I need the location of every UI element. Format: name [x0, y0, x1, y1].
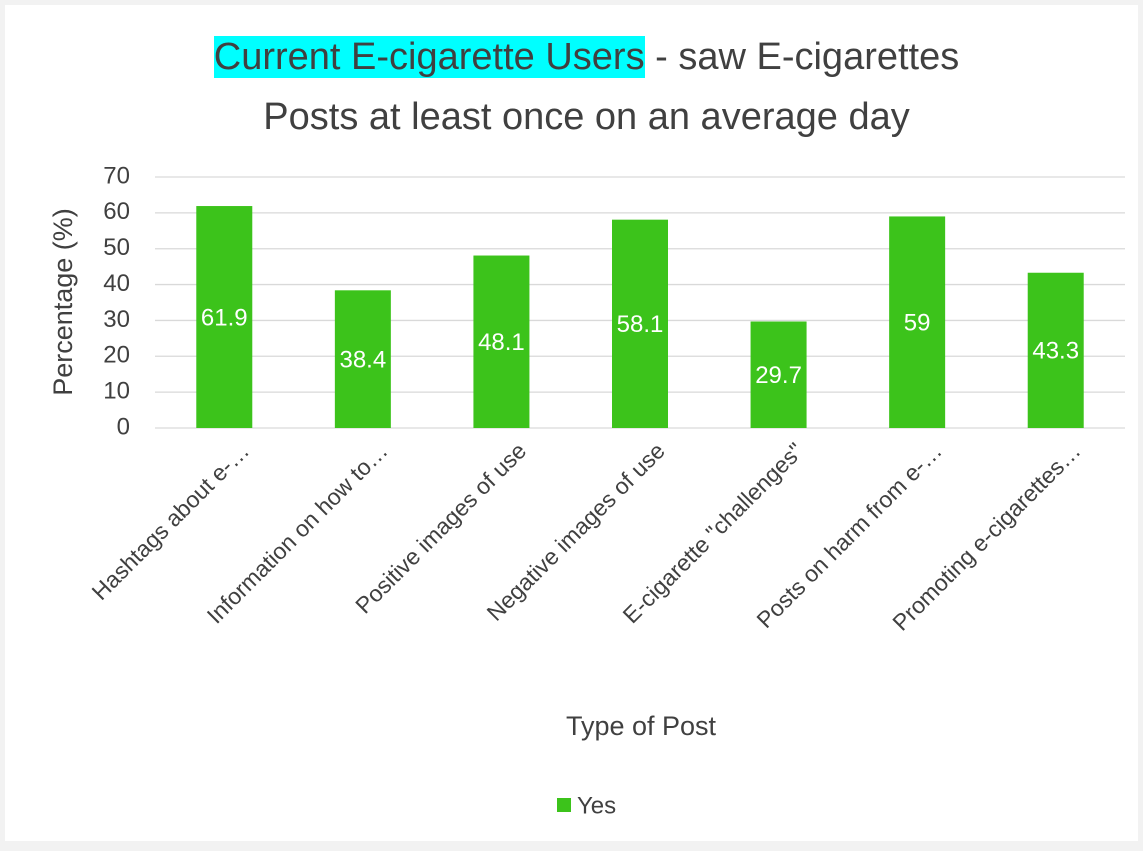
y-tick-label: 70: [103, 162, 130, 189]
y-tick-label: 60: [103, 198, 130, 225]
y-tick-label: 0: [117, 413, 130, 440]
chart-frame: Current E-cigarette Users - saw E-cigare…: [5, 5, 1138, 841]
bar: [612, 219, 668, 428]
title-highlight: Current E-cigarette Users: [213, 36, 645, 78]
data-label: 61.9: [201, 304, 248, 331]
title-part: - saw E-cigarettes: [655, 36, 960, 78]
bar: [473, 255, 530, 428]
x-axis-title: Type of Post: [566, 711, 717, 741]
y-tick-label: 40: [103, 270, 130, 297]
page: {"chart_data": {"type": "bar", "title": …: [0, 5, 1143, 851]
data-label: 48.1: [478, 329, 525, 356]
bar: [889, 216, 946, 428]
y-tick-label: 20: [103, 342, 130, 369]
y-tick-label: 30: [103, 306, 130, 333]
legend-swatch: [557, 798, 571, 812]
bar: [750, 321, 807, 428]
chart-title: Current E-cigarette Users - saw E-cigare…: [5, 27, 1143, 147]
y-axis-title: Percentage (%): [48, 208, 78, 396]
title-part: Posts at least once on an average day: [263, 96, 910, 138]
x-tick-label: Hashtags about e-…: [87, 437, 255, 605]
data-label: 38.4: [339, 346, 386, 373]
bar: [334, 290, 391, 428]
bar: [1027, 272, 1084, 428]
data-label: 58.1: [617, 311, 664, 338]
data-label: 59: [904, 310, 931, 337]
legend-label: Yes: [577, 792, 616, 819]
y-tick-label: 50: [103, 234, 130, 261]
data-label: 43.3: [1032, 338, 1079, 365]
data-label: 29.7: [755, 362, 802, 389]
bar: [196, 206, 253, 428]
y-tick-label: 10: [103, 377, 130, 404]
